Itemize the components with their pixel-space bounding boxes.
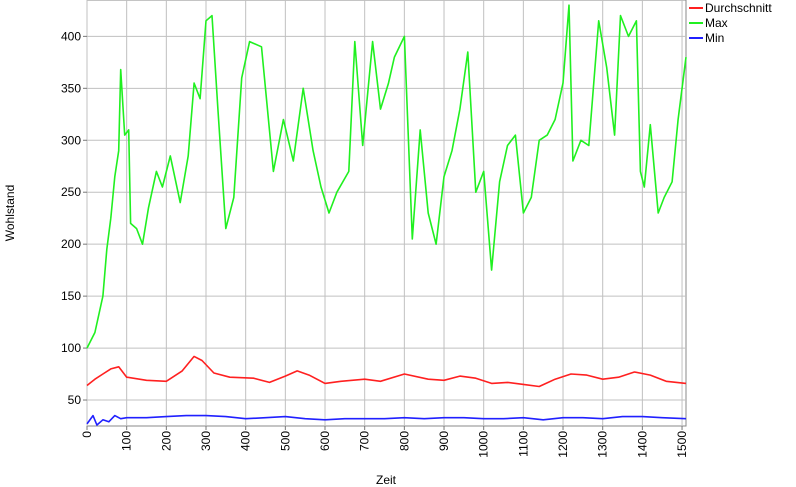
x-tick-label: 1000: [477, 431, 491, 458]
x-tick-label: 900: [437, 431, 451, 451]
grid: [86, 0, 686, 426]
x-tick-label: 700: [358, 431, 372, 451]
x-tick-label: 0: [80, 431, 94, 438]
x-tick-label: 1100: [516, 431, 530, 457]
x-tick-label: 800: [397, 431, 411, 451]
legend-label-durchschnitt: Durchschnitt: [705, 1, 772, 15]
y-tick-label: 350: [61, 81, 81, 95]
y-tick-label: 50: [68, 393, 82, 407]
series-line-max: [86, 4, 687, 349]
legend-label-max: Max: [705, 16, 728, 30]
x-axis-title: Zeit: [376, 473, 397, 487]
ticks: 50 100 150 200 250 300 350 400 0 100 200 300 400 500 6…: [61, 29, 689, 457]
y-tick-label: 300: [61, 133, 81, 147]
series-lines: [86, 4, 687, 426]
series-line-min: [86, 414, 687, 426]
x-tick-label: 500: [278, 431, 292, 451]
x-tick-label: 100: [120, 431, 134, 451]
series-line-durchschnitt: [86, 355, 687, 388]
x-tick-label: 300: [199, 431, 213, 451]
x-tick-label: 1300: [596, 431, 610, 458]
y-tick-label: 400: [61, 29, 81, 43]
x-tick-label: 1200: [556, 431, 570, 458]
x-tick-label: 1400: [635, 431, 649, 458]
legend-label-min: Min: [705, 31, 724, 45]
y-tick-label: 150: [61, 289, 81, 303]
x-tick-label: 600: [318, 431, 332, 451]
y-tick-label: 100: [61, 341, 81, 355]
x-tick-label: 200: [159, 431, 173, 451]
plot-area: [86, 0, 687, 427]
y-axis-title: Wohlstand: [3, 185, 17, 241]
x-tick-label: 400: [239, 431, 253, 451]
y-tick-label: 200: [61, 237, 81, 251]
x-tick-label: 1500: [675, 431, 689, 458]
y-tick-label: 250: [61, 185, 81, 199]
